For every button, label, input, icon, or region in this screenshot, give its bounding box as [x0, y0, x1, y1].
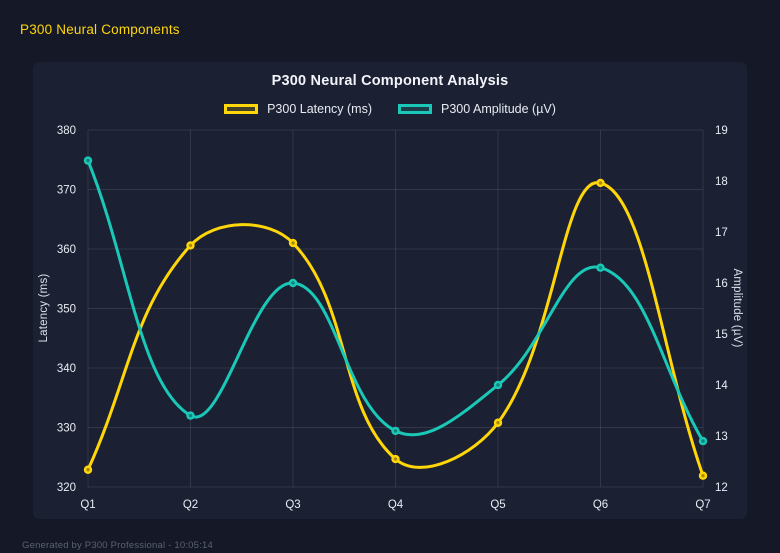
chart-legend: P300 Latency (ms) P300 Amplitude (µV): [33, 102, 747, 116]
data-point: [83, 465, 93, 474]
data-point-center: [496, 383, 500, 387]
data-point-center: [393, 457, 398, 461]
right-axis-title: Amplitude (µV): [731, 268, 743, 348]
data-point: [493, 380, 503, 390]
data-point-center: [393, 429, 398, 433]
left-axis-tick: 360: [57, 244, 76, 256]
data-point: [288, 278, 298, 288]
x-axis-tick: Q6: [593, 499, 608, 511]
page-footer: Generated by P300 Professional - 10:05:1…: [22, 535, 213, 553]
left-axis-tick: 380: [57, 125, 76, 137]
data-point: [288, 238, 298, 248]
data-point-center: [188, 413, 193, 418]
data-point-center: [291, 241, 295, 245]
right-axis-tick: 19: [715, 125, 728, 137]
right-axis-tick: 13: [715, 431, 728, 443]
left-axis-tick: 350: [57, 304, 76, 316]
amplitude-legend-swatch: [398, 104, 432, 114]
data-point: [391, 426, 400, 436]
right-axis-tick: 16: [715, 278, 728, 290]
data-point-center: [598, 181, 603, 185]
chart-title: P300 Neural Component Analysis: [271, 73, 509, 89]
data-point: [596, 178, 605, 188]
data-point: [596, 263, 605, 272]
data-point: [493, 418, 503, 427]
x-axis-tick: Q4: [388, 499, 404, 511]
left-axis-tick: 370: [57, 185, 76, 197]
x-axis-tick: Q2: [183, 499, 198, 511]
data-point-center: [188, 243, 193, 248]
right-axis-tick: 17: [715, 227, 728, 239]
data-point-center: [86, 158, 90, 163]
data-point: [698, 436, 708, 446]
x-axis-tick: Q3: [285, 499, 300, 511]
data-point-center: [701, 473, 705, 478]
right-axis-tick: 18: [715, 176, 728, 188]
left-axis-tick: 320: [57, 482, 76, 494]
data-point-center: [701, 439, 705, 443]
right-axis-tick: 15: [715, 329, 728, 341]
latency-legend-swatch: [224, 104, 259, 114]
chart-panel: P300 Neural Component Analysis P300 Late…: [33, 62, 747, 519]
x-axis-tick: Q5: [490, 499, 505, 511]
data-point: [186, 241, 195, 250]
right-axis-tick: 12: [715, 482, 728, 494]
line-chart: 320 330 340 350 360 370 380 12 13 14 15 16 17 18 19 Q1 Q…: [57, 125, 729, 511]
data-point-center: [496, 421, 500, 425]
data-point: [83, 156, 93, 165]
page-header: P300 Neural Components: [20, 21, 180, 39]
data-point-center: [598, 266, 603, 270]
data-point-center: [291, 281, 295, 285]
data-point: [391, 454, 400, 464]
left-axis-tick: 330: [57, 423, 76, 435]
data-point: [698, 471, 708, 480]
legend-item-latency[interactable]: P300 Latency (ms): [224, 102, 372, 116]
left-axis-tick: 340: [57, 363, 76, 375]
footer-text: Generated by P300 Professional - 10:05:1…: [22, 540, 213, 551]
data-point: [186, 411, 195, 420]
latency-legend-label: P300 Latency (ms): [267, 102, 372, 116]
legend-item-amplitude[interactable]: P300 Amplitude (µV): [398, 102, 556, 116]
x-axis-tick: Q7: [695, 499, 710, 511]
amplitude-legend-label: P300 Amplitude (µV): [441, 102, 556, 116]
right-axis-tick: 14: [715, 380, 728, 392]
x-axis-tick: Q1: [80, 499, 95, 511]
data-point-center: [86, 468, 90, 472]
page-title: P300 Neural Components: [20, 22, 180, 37]
